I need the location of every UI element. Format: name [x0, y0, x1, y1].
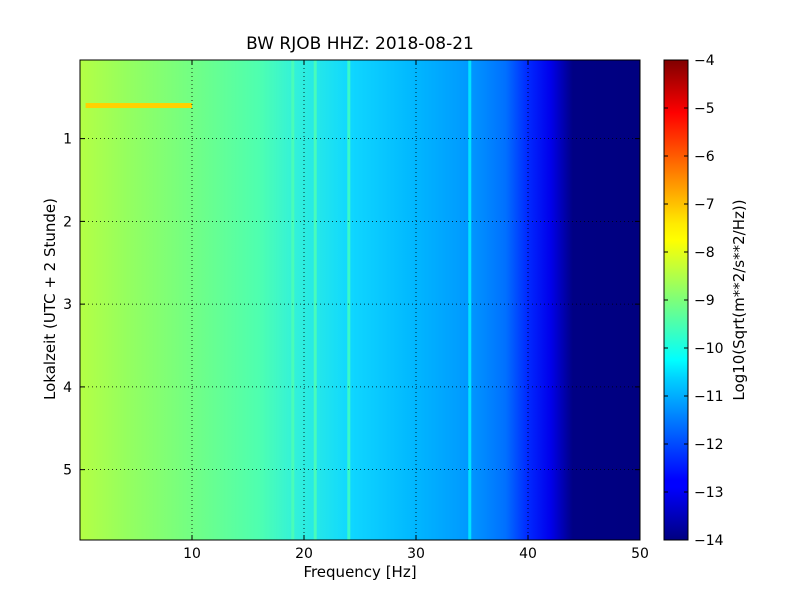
chart-title: BW RJOB HHZ: 2018-08-21 [246, 34, 474, 54]
spectral-lines-group [85, 60, 472, 540]
y-tick-label: 5 [63, 463, 72, 479]
colorbar-label: Log10(Sqrt(m**2/s**2/Hz)) [730, 199, 748, 400]
transient-event [85, 103, 192, 109]
plot-area [80, 60, 640, 540]
x-tick-label: 10 [183, 546, 201, 562]
y-tick-label: 2 [63, 214, 72, 230]
y-tick-label: 4 [63, 380, 72, 396]
x-tick-label: 40 [519, 546, 537, 562]
y-tick-label: 3 [63, 297, 72, 313]
colorbar-ticks: −4 −5 −6 −7 −8 −9 −10 −11 −12 −13 −14 [664, 53, 724, 549]
colorbar: −4 −5 −6 −7 −8 −9 −10 −11 −12 −13 −14 Log10(Sqrt(m… [663, 53, 748, 549]
narrowband-line [291, 60, 295, 540]
x-tick-label: 50 [631, 546, 649, 562]
x-axis-label: Frequency [Hz] [303, 563, 416, 581]
colorbar-tick-label: −9 [694, 293, 715, 309]
colorbar-tick-label: −8 [694, 245, 715, 261]
colorbar-tick-label: −10 [694, 341, 724, 357]
narrowband-line [313, 60, 317, 540]
y-axis-ticks: 1 2 3 4 5 [63, 132, 640, 479]
x-axis-ticks: 10 20 30 40 50 [183, 60, 649, 562]
narrowband-line [468, 60, 472, 540]
colorbar-tick-label: −4 [694, 53, 715, 69]
colorbar-tick-label: −11 [694, 389, 724, 405]
colorbar-tick-label: −14 [694, 533, 724, 549]
x-tick-label: 30 [407, 546, 425, 562]
y-tick-label: 1 [63, 132, 72, 148]
spectrogram-image [80, 60, 640, 540]
colorbar-tick-label: −5 [694, 101, 715, 117]
colorbar-tick-label: −13 [694, 485, 724, 501]
plot-frame [79, 59, 641, 541]
grid-lines [80, 60, 640, 540]
colorbar-tick-label: −12 [694, 437, 724, 453]
colorbar-tick-label: −7 [694, 197, 715, 213]
narrowband-line [347, 60, 351, 540]
x-tick-label: 20 [295, 546, 313, 562]
y-axis-label: Lokalzeit (UTC + 2 Stunde) [41, 198, 59, 400]
colorbar-tick-label: −6 [694, 149, 715, 165]
